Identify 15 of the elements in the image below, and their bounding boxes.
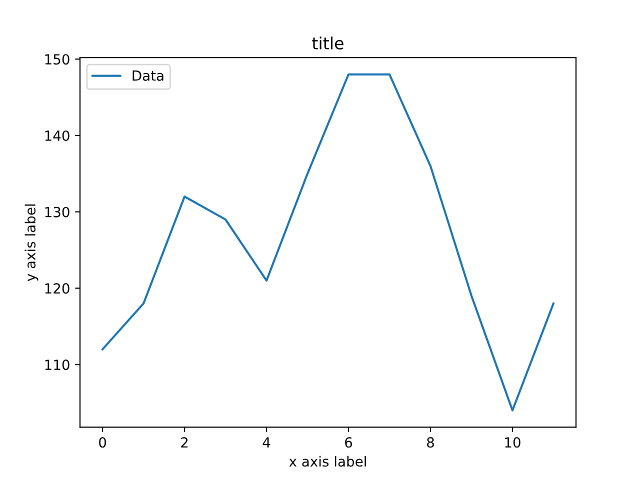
x-tick-label: 10 [505, 437, 520, 448]
x-tick-label: 8 [427, 437, 434, 448]
y-tick-label: 130 [45, 206, 70, 218]
y-tick-label: 140 [45, 130, 70, 141]
x-axis-title: x axis label [289, 456, 366, 467]
chart-title: title [312, 36, 344, 50]
x-tick-label: 2 [181, 437, 188, 448]
x-tick-label: 6 [345, 437, 352, 448]
y-axis-title: y axis label [24, 204, 38, 282]
y-tick-label: 110 [45, 360, 70, 370]
x-tick-label: 0 [99, 437, 106, 448]
y-tick-label: 150 [45, 54, 70, 65]
y-tick-label: 120 [45, 283, 70, 294]
legend-label: Data [132, 70, 164, 81]
x-tick-label: 4 [262, 437, 270, 448]
